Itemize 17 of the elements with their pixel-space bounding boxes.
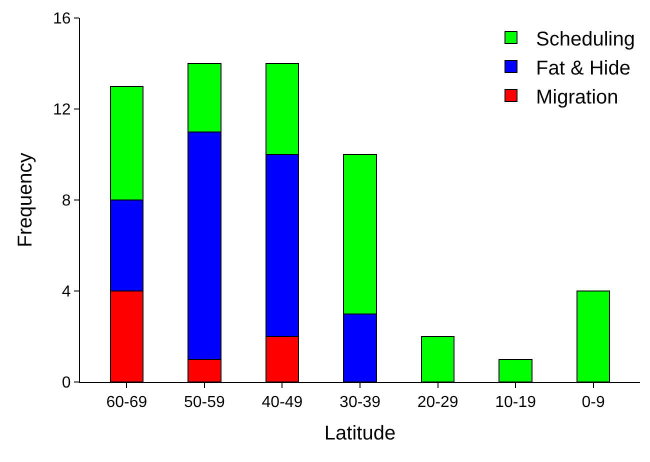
x-axis-title: Latitude [324,422,396,445]
y-tick-label: 16 [53,10,71,28]
legend-label: Fat & Hide [536,57,630,80]
x-tick-label: 60-69 [106,394,148,412]
x-tick-label: 10-19 [495,394,536,412]
y-tick-label: 4 [62,284,71,301]
x-tick-label: 20-29 [417,394,458,412]
legend-label: Scheduling [536,28,635,50]
y-tick-label: 12 [53,102,71,119]
x-tick-label: 0-9 [582,394,605,412]
y-tick-label: 0 [62,374,71,392]
x-tick-label: 50-59 [184,394,226,412]
y-tick-label: 8 [62,192,71,210]
x-tick-label: 30-39 [340,394,381,412]
legend-label: Migration [536,86,618,108]
x-tick-label: 40-49 [262,394,303,412]
y-axis-title: Frequency [14,152,37,248]
